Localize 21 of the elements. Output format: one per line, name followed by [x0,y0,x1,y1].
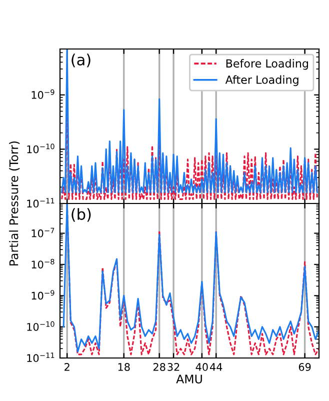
y-tick-label: 10$^{−10}$ [27,321,54,331]
y-tick-label: 10$^{−8}$ [32,258,54,268]
x-axis-title: AMU [176,374,202,384]
x-tick-label: 2 [64,363,70,371]
y-tick-label: 10$^{−7}$ [32,228,54,238]
y-tick-label: 10$^{−10}$ [27,144,54,154]
y-tick-label: 10$^{−11}$ [27,352,54,362]
y-tick-label: 10$^{−9}$ [32,290,54,300]
legend-label: After Loading [225,75,298,86]
annotation: (b) [72,208,91,222]
x-tick-label: 28 [153,363,166,371]
x-tick-label: 40 [196,363,208,371]
x-tick-label: 44 [210,363,222,371]
x-tick-label: 32 [168,363,180,371]
x-tick-label: 69 [298,363,311,371]
x-tick-label: 18 [118,363,130,371]
y-tick-label: 10$^{−9}$ [32,89,54,99]
y-tick-label: 10$^{−11}$ [27,198,54,208]
legend-label: Before Loading [226,59,308,70]
annotation: (a) [72,54,90,68]
y-axis-title: Partial Pressure (Torr) [9,141,20,266]
